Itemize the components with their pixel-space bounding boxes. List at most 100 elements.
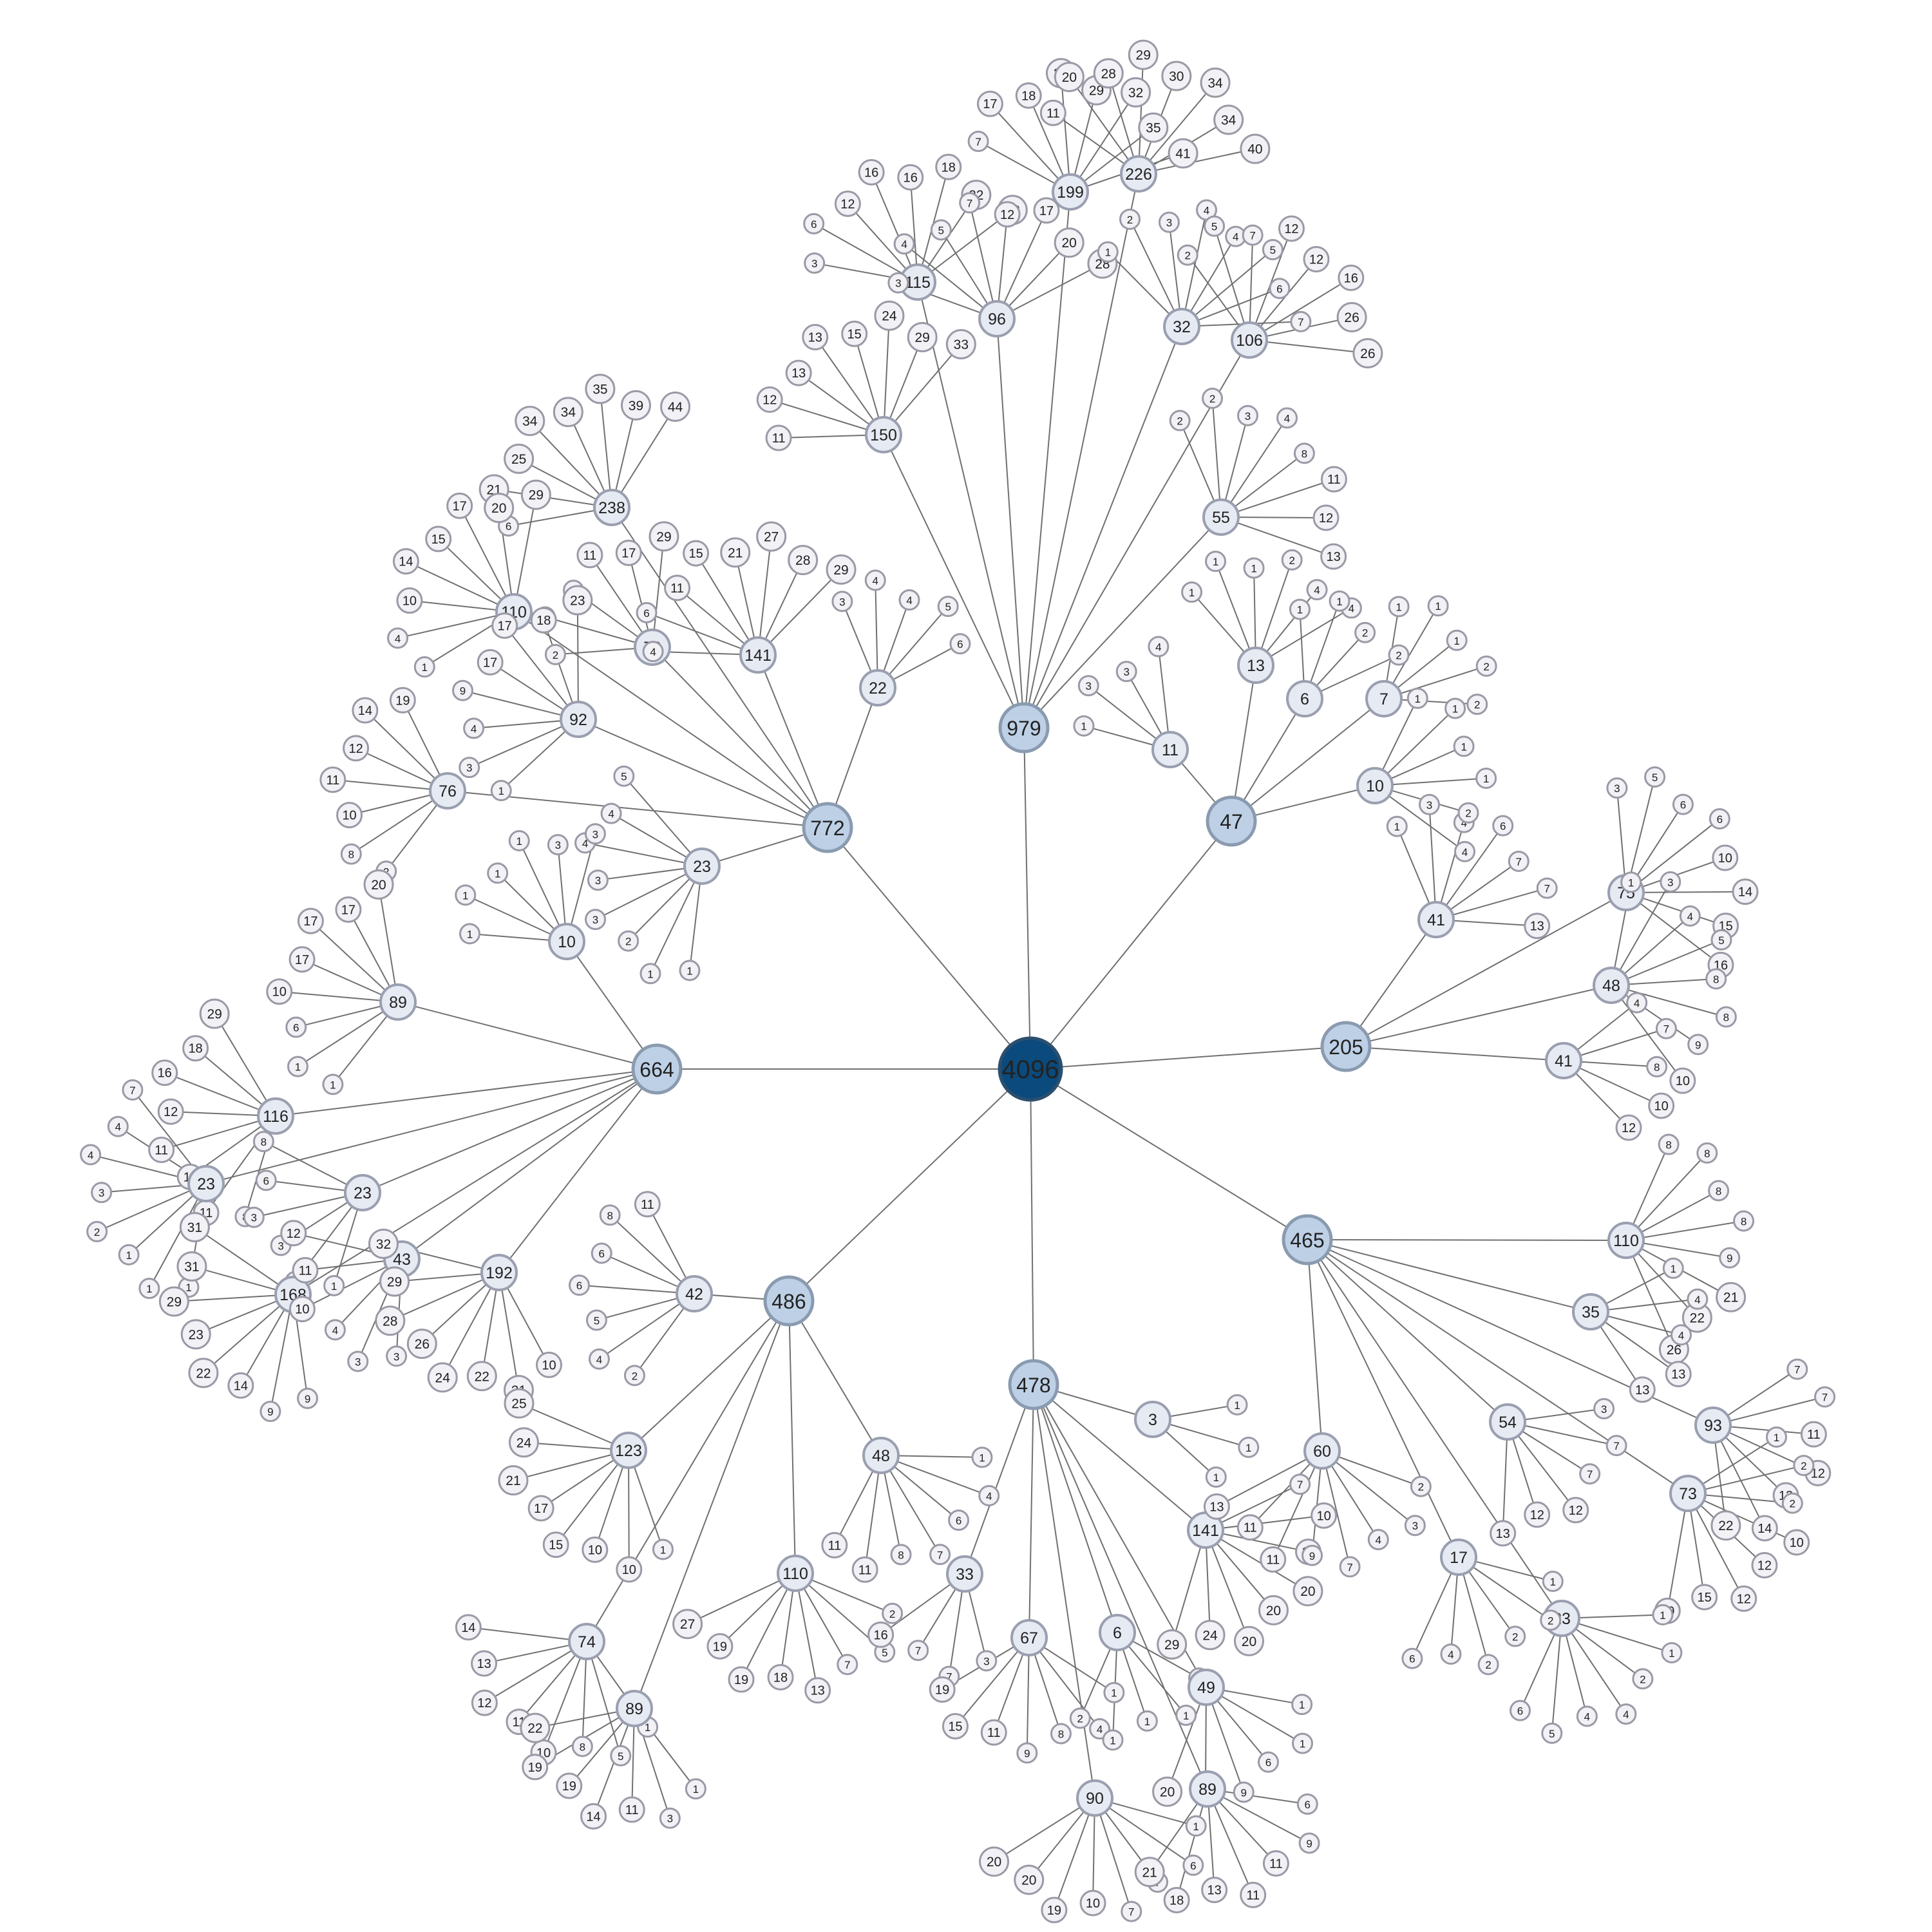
hub-node[interactable]: 192 (480, 1254, 518, 1291)
branch-node[interactable]: 465 (1282, 1214, 1333, 1265)
leaf-node[interactable]: 32 (368, 1228, 399, 1259)
leaf-node[interactable]: 2 (1781, 1492, 1803, 1514)
leaf-node[interactable]: 2 (1477, 1654, 1499, 1676)
leaf-node[interactable]: 11 (821, 1531, 848, 1558)
leaf-node[interactable]: 2 (623, 1365, 645, 1387)
leaf-node[interactable]: 6 (1296, 1793, 1318, 1815)
hub-node[interactable]: 11 (1151, 731, 1189, 768)
leaf-node[interactable]: 19 (389, 687, 416, 714)
leaf-node[interactable]: 3 (1158, 211, 1180, 233)
leaf-node[interactable]: 17 (491, 612, 518, 639)
leaf-node[interactable]: 15 (1691, 1584, 1718, 1611)
leaf-node[interactable]: 11 (1039, 99, 1066, 126)
leaf-node[interactable]: 3 (1593, 1397, 1615, 1419)
leaf-node[interactable]: 21 (1716, 1282, 1747, 1312)
leaf-node[interactable]: 2 (1119, 208, 1141, 230)
leaf-node[interactable]: 4 (642, 641, 664, 663)
leaf-node[interactable]: 2 (1354, 621, 1376, 643)
leaf-node[interactable]: 1 (1103, 1681, 1125, 1703)
leaf-node[interactable]: 17 (289, 946, 316, 973)
branch-node[interactable]: 772 (802, 802, 853, 853)
leaf-node[interactable]: 17 (615, 540, 642, 567)
leaf-node[interactable]: 11 (319, 766, 346, 793)
leaf-node[interactable]: 1 (1243, 557, 1265, 579)
leaf-node[interactable]: 4 (463, 717, 485, 739)
leaf-node[interactable]: 17 (446, 492, 473, 519)
leaf-node[interactable]: 1 (1652, 1604, 1674, 1625)
leaf-node[interactable]: 17 (335, 896, 362, 923)
leaf-node[interactable]: 3 (547, 834, 569, 856)
leaf-node[interactable]: 10 (616, 1556, 643, 1583)
leaf-node[interactable]: 3 (1418, 793, 1440, 815)
leaf-node[interactable]: 7 (1536, 877, 1558, 899)
hub-node[interactable]: 92 (560, 701, 597, 738)
leaf-node[interactable]: 1 (685, 1778, 706, 1800)
hub-node[interactable]: 89 (379, 983, 417, 1021)
hub-node[interactable]: 17 (1440, 1539, 1477, 1576)
leaf-node[interactable]: 13 (1490, 1520, 1517, 1547)
hub-node[interactable]: 41 (1545, 1042, 1582, 1079)
leaf-node[interactable]: 26 (1336, 302, 1367, 333)
leaf-node[interactable]: 17 (976, 90, 1003, 117)
hub-node[interactable]: 22 (859, 669, 896, 706)
hub-node[interactable]: 67 (1010, 1619, 1048, 1656)
leaf-node[interactable]: 5 (610, 1745, 632, 1766)
leaf-node[interactable]: 7 (1289, 1473, 1311, 1495)
leaf-node[interactable]: 10 (1311, 1502, 1338, 1529)
leaf-node[interactable]: 32 (1121, 77, 1151, 108)
leaf-node[interactable]: 9 (297, 1387, 319, 1409)
leaf-node[interactable]: 28 (375, 1305, 406, 1336)
leaf-node[interactable]: 10 (536, 1351, 563, 1378)
leaf-node[interactable]: 6 (1492, 815, 1514, 837)
leaf-node[interactable]: 23 (562, 585, 593, 616)
leaf-node[interactable]: 15 (841, 320, 868, 347)
leaf-node[interactable]: 20 (1258, 1595, 1289, 1625)
hub-node[interactable]: 226 (1120, 155, 1157, 193)
leaf-node[interactable]: 8 (1715, 1006, 1737, 1028)
leaf-node[interactable]: 1 (1205, 1466, 1227, 1488)
leaf-node[interactable]: 12 (1751, 1551, 1778, 1578)
leaf-node[interactable]: 10 (1669, 1067, 1696, 1094)
hub-node[interactable]: 23 (344, 1174, 381, 1211)
hub-node[interactable]: 199 (1052, 173, 1089, 211)
leaf-node[interactable]: 6 (568, 1274, 590, 1296)
leaf-node[interactable]: 3 (831, 591, 853, 612)
leaf-node[interactable]: 1 (1427, 595, 1449, 617)
leaf-node[interactable]: 24 (874, 300, 905, 331)
leaf-node[interactable]: 35 (585, 374, 616, 404)
leaf-node[interactable]: 3 (347, 1350, 369, 1372)
leaf-node[interactable]: 7 (1242, 224, 1264, 246)
leaf-node[interactable]: 2 (1793, 1455, 1815, 1477)
hub-node[interactable]: 150 (865, 416, 902, 453)
leaf-node[interactable]: 1 (1073, 715, 1095, 737)
hub-node[interactable]: 6 (1099, 1614, 1136, 1651)
hub-node[interactable]: 73 (1669, 1475, 1707, 1512)
leaf-node[interactable]: 18 (935, 153, 962, 180)
leaf-node[interactable]: 1 (1386, 815, 1408, 837)
leaf-node[interactable]: 29 (907, 322, 938, 353)
leaf-node[interactable]: 10 (1079, 1889, 1106, 1917)
leaf-node[interactable]: 12 (157, 1098, 184, 1125)
leaf-node[interactable]: 7 (1786, 1358, 1808, 1380)
leaf-node[interactable]: 4 (107, 1115, 129, 1137)
leaf-node[interactable]: 17 (477, 649, 504, 676)
leaf-node[interactable]: 21 (720, 537, 751, 568)
leaf-node[interactable]: 23 (180, 1319, 211, 1350)
hub-node[interactable]: 48 (862, 1437, 900, 1474)
leaf-node[interactable]: 1 (1226, 1394, 1248, 1416)
leaf-node[interactable]: 12 (343, 735, 370, 762)
leaf-node[interactable]: 29 (199, 998, 230, 1029)
leaf-node[interactable]: 1 (487, 862, 509, 884)
leaf-node[interactable]: 9 (452, 679, 474, 701)
leaf-node[interactable]: 6 (1401, 1647, 1423, 1669)
hub-node[interactable]: 60 (1303, 1432, 1341, 1470)
leaf-node[interactable]: 3 (976, 1650, 998, 1672)
leaf-node[interactable]: 7 (1290, 310, 1312, 332)
hub-node[interactable]: 106 (1231, 321, 1268, 359)
leaf-node[interactable]: 4 (1626, 992, 1648, 1014)
leaf-node[interactable]: 4 (1367, 1529, 1389, 1551)
leaf-node[interactable]: 20 (1293, 1576, 1323, 1607)
leaf-node[interactable]: 1 (1661, 1642, 1683, 1663)
leaf-node[interactable]: 4 (1687, 1288, 1709, 1310)
leaf-node[interactable]: 4 (1671, 1324, 1692, 1346)
